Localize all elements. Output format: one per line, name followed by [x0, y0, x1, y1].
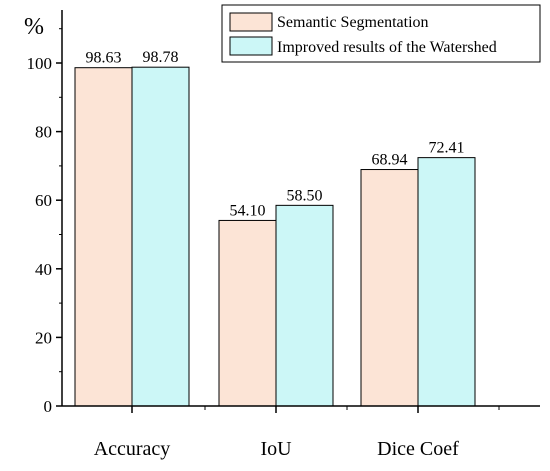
y-tick-label-80: 80: [35, 123, 52, 142]
y-tick-label-40: 40: [35, 260, 52, 279]
value-label-dice-coef-series-1: 68.94: [372, 152, 408, 169]
bars-layer: [74, 66, 476, 407]
x-tick-label-dice-coef: Dice Coef: [377, 438, 459, 460]
x-tick-label-iou: IoU: [260, 438, 292, 460]
legend: Semantic Segmentation Improved results o…: [221, 4, 541, 63]
value-labels-layer: 98.63 98.78 54.10 58.50 68.94 72.41: [86, 49, 465, 219]
bar-dice-coef-series-1: [360, 169, 419, 407]
y-tick-label-20: 20: [35, 328, 52, 347]
y-tick-label-0: 0: [44, 397, 53, 416]
bar-iou-series-1: [218, 219, 277, 407]
legend-swatch-semantic-segmentation: [229, 12, 273, 32]
x-ticks-layer: Accuracy IoU Dice Coef: [94, 406, 500, 460]
value-label-iou-series-1: 54.10: [230, 202, 266, 219]
axes-layer: [61, 10, 540, 407]
bar-iou-series-2: [275, 204, 334, 407]
y-axis-unit-label: %: [24, 14, 44, 40]
legend-swatch-improved-watershed: [229, 36, 273, 56]
x-tick-label-accuracy: Accuracy: [94, 438, 171, 460]
y-tick-label-100: 100: [27, 54, 53, 73]
value-label-dice-coef-series-2: 72.41: [429, 140, 465, 157]
value-label-iou-series-2: 58.50: [287, 187, 323, 204]
y-tick-label-60: 60: [35, 191, 52, 210]
value-label-accuracy-series-2: 98.78: [143, 49, 179, 66]
legend-label-semantic-segmentation: Semantic Segmentation: [277, 14, 429, 31]
y-ticks-layer: 0 20 40 60 80 100: [27, 28, 62, 416]
legend-label-improved-watershed: Improved results of the Watershed: [277, 39, 497, 56]
bar-accuracy-series-1: [74, 67, 133, 407]
bar-accuracy-series-2: [131, 66, 190, 407]
legend-box: [221, 4, 541, 63]
value-label-accuracy-series-1: 98.63: [86, 50, 122, 67]
bar-dice-coef-series-2: [417, 157, 476, 407]
